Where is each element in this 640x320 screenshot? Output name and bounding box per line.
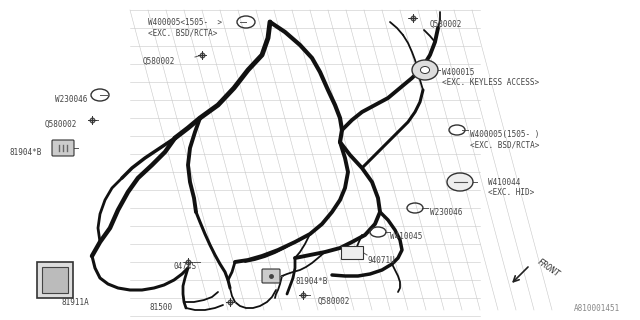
Text: FRONT: FRONT <box>535 257 561 279</box>
Text: W400005(1505- ): W400005(1505- ) <box>470 130 540 139</box>
Text: W410045: W410045 <box>390 232 422 241</box>
Text: 0474S: 0474S <box>174 262 197 271</box>
Ellipse shape <box>412 60 438 80</box>
Text: 81911A: 81911A <box>62 298 90 307</box>
Ellipse shape <box>420 67 429 74</box>
Text: W410044: W410044 <box>488 178 520 187</box>
Text: W230046: W230046 <box>55 95 88 104</box>
FancyBboxPatch shape <box>37 262 73 298</box>
Text: 81904*B: 81904*B <box>10 148 42 157</box>
Text: 81904*B: 81904*B <box>295 277 328 286</box>
Text: 94071U: 94071U <box>368 256 396 265</box>
Text: A810001451: A810001451 <box>573 304 620 313</box>
FancyBboxPatch shape <box>42 267 68 293</box>
Text: W230046: W230046 <box>430 208 462 217</box>
Text: Q580002: Q580002 <box>430 20 462 29</box>
Text: <EXC. BSD/RCTA>: <EXC. BSD/RCTA> <box>148 28 218 37</box>
Text: Q580002: Q580002 <box>45 120 77 129</box>
Text: W400015: W400015 <box>442 68 474 77</box>
Text: <EXC. HID>: <EXC. HID> <box>488 188 534 197</box>
Text: 81500: 81500 <box>150 303 173 312</box>
FancyBboxPatch shape <box>52 140 74 156</box>
Ellipse shape <box>447 173 473 191</box>
Text: Q580002: Q580002 <box>318 297 350 306</box>
FancyBboxPatch shape <box>341 246 363 259</box>
Text: Q580002: Q580002 <box>143 57 175 66</box>
Text: W400005<1505-  >: W400005<1505- > <box>148 18 222 27</box>
FancyBboxPatch shape <box>262 269 280 283</box>
Text: <EXC. KEYLESS ACCESS>: <EXC. KEYLESS ACCESS> <box>442 78 539 87</box>
Text: <EXC. BSD/RCTA>: <EXC. BSD/RCTA> <box>470 140 540 149</box>
